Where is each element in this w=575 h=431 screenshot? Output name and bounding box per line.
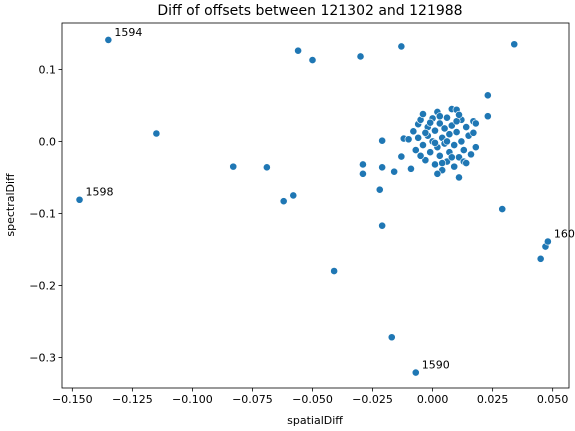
data-point [419, 110, 427, 118]
x-tick-label: 0.000 [417, 393, 449, 406]
data-point [359, 160, 367, 169]
data-point [455, 110, 463, 119]
data-point [433, 169, 442, 178]
data-point [431, 126, 439, 135]
data-point [462, 159, 471, 167]
data-point [483, 91, 492, 100]
data-point [471, 119, 480, 128]
data-point [426, 118, 435, 127]
data-point [414, 133, 423, 142]
data-point [435, 151, 444, 160]
data-point [229, 162, 238, 171]
data-point [455, 173, 463, 182]
y-tick-label: −0.3 [29, 351, 56, 364]
data-point [397, 42, 406, 51]
point-annotations: 1594 1598 1604 1590 [86, 26, 575, 372]
plot-frame [61, 22, 570, 389]
x-tick-label: −0.150 [52, 393, 93, 406]
data-point [289, 191, 298, 200]
point-annotation-1598: 1598 [86, 186, 114, 199]
data-point [469, 128, 478, 137]
data-point [407, 164, 415, 173]
data-point [152, 129, 161, 138]
data-point [411, 368, 420, 377]
data-point [471, 143, 480, 152]
x-tick-label: −0.050 [292, 393, 333, 406]
data-point [426, 148, 435, 157]
data-point [536, 254, 545, 263]
data-point [440, 124, 449, 133]
data-point [450, 141, 459, 149]
data-point [447, 153, 456, 162]
data-point [421, 156, 430, 165]
data-point [445, 130, 454, 139]
data-point [438, 159, 447, 167]
data-point [443, 113, 451, 122]
data-point [462, 123, 471, 131]
x-axis-ticks: −0.150 −0.125 −0.100 −0.075 −0.050 −0.025 0.00… [52, 388, 568, 406]
y-axis-ticks: 0.1 0.0 −0.1 −0.2 −0.3 [29, 63, 62, 364]
x-tick-label: −0.075 [232, 393, 273, 406]
point-annotation-1590: 1590 [422, 359, 450, 372]
data-point [397, 152, 406, 161]
data-point [431, 138, 439, 147]
data-point [467, 150, 475, 159]
x-tick-label: 0.050 [537, 393, 569, 406]
data-point [411, 146, 420, 154]
x-tick-label: −0.125 [112, 393, 153, 406]
data-point [431, 160, 439, 169]
y-tick-label: −0.1 [29, 207, 56, 220]
data-point [483, 112, 492, 121]
data-point [330, 267, 339, 275]
data-points [75, 36, 552, 377]
data-point [404, 135, 413, 144]
data-point [459, 146, 468, 154]
data-point [409, 127, 418, 136]
data-point [416, 151, 425, 160]
data-point [378, 136, 387, 145]
data-point [378, 221, 387, 230]
y-axis-label: spectralDiff [4, 173, 17, 237]
data-point [375, 185, 384, 194]
data-point [390, 167, 399, 176]
x-axis-label: spatialDiff [287, 414, 343, 427]
data-point [378, 163, 387, 172]
point-annotation-1604: 1604 [554, 227, 575, 240]
data-point [457, 137, 466, 146]
data-point [450, 162, 459, 171]
data-point [447, 121, 456, 130]
x-tick-label: −0.100 [172, 393, 213, 406]
y-tick-label: −0.2 [29, 279, 56, 292]
data-point [435, 112, 444, 121]
data-point [279, 197, 288, 206]
y-tick-label: 0.1 [39, 63, 57, 76]
data-point [262, 163, 271, 172]
data-point [498, 205, 507, 213]
data-point [452, 117, 461, 126]
data-point [452, 128, 461, 136]
data-point [104, 36, 113, 44]
data-point [387, 333, 396, 342]
data-point [443, 137, 451, 146]
chart-title: Diff of offsets between 121302 and 12198… [157, 3, 462, 19]
data-point [419, 141, 427, 149]
point-annotation-1594: 1594 [114, 26, 142, 39]
data-point [308, 56, 317, 64]
data-point [543, 237, 552, 246]
data-point [75, 195, 84, 204]
data-point [294, 46, 302, 55]
data-point [510, 40, 519, 49]
x-tick-label: 0.025 [477, 393, 509, 406]
y-tick-label: 0.0 [39, 135, 57, 148]
data-point [421, 128, 430, 137]
data-point [359, 169, 367, 178]
data-point [356, 52, 365, 61]
x-tick-label: −0.025 [352, 393, 393, 406]
